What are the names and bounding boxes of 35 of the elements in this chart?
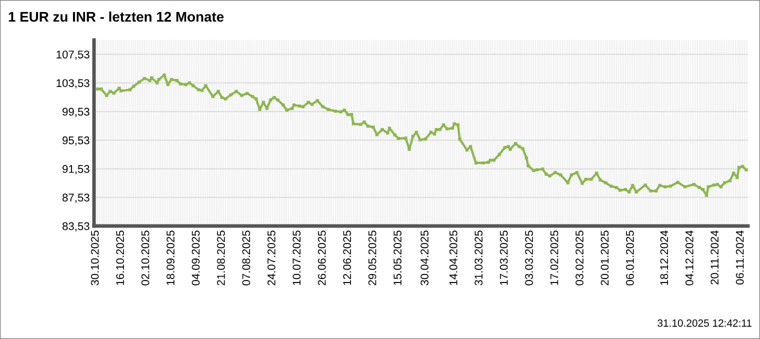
x-tick-label: 21.08.2025 <box>217 230 225 286</box>
y-tick-label: 103,53 <box>56 79 90 88</box>
x-tick-label: 17.03.2025 <box>500 230 508 285</box>
x-tick-label: 02.10.2025 <box>141 230 150 286</box>
x-tick-label: 24.07.2025 <box>267 230 276 286</box>
x-tick-label: 06.11.2024 <box>736 230 744 285</box>
y-tick-label: 83,53 <box>62 222 90 232</box>
x-tick-label: 26.06.2025 <box>318 230 326 286</box>
y-tick-label: 87,53 <box>62 194 90 203</box>
x-tick-label: 04.09.2025 <box>192 230 200 286</box>
y-tick-label: 95,53 <box>62 136 90 146</box>
y-tick-label: 99,53 <box>62 108 90 117</box>
x-tick-label: 29.05.2025 <box>368 230 376 286</box>
x-tick-label: 07.08.2025 <box>242 230 250 286</box>
y-tick-label: 107,53 <box>56 50 90 60</box>
x-tick-label: 14.04.2025 <box>449 230 458 285</box>
x-tick-label: 18.09.2025 <box>166 230 174 285</box>
chart-title: 1 EUR zu INR - letzten 12 Monate <box>8 12 224 22</box>
x-tick-label: 31.03.2025 <box>474 230 483 286</box>
x-tick-label: 10.07.2025 <box>292 230 301 285</box>
x-tick-label: 03.03.2025 <box>525 230 533 286</box>
x-tick-label: 30.10.2025 <box>90 230 99 286</box>
y-tick-label: 91,53 <box>62 165 90 174</box>
x-tick-label: 17.02.2025 <box>550 230 558 285</box>
x-tick-label: 06.01.2025 <box>626 230 634 286</box>
text: 31.10.2025 12:42:11 <box>658 319 752 327</box>
x-tick-label: 15.05.2025 <box>394 230 402 285</box>
x-tick-label: 03.02.2025 <box>576 230 584 286</box>
x-tick-label: 30.04.2025 <box>420 230 428 286</box>
x-tick-label: 18.12.2024 <box>660 230 668 285</box>
x-tick-label: 04.12.2024 <box>685 230 694 286</box>
x-tick-label: 12.06.2025 <box>343 230 352 285</box>
x-tick-label: 16.10.2025 <box>116 230 124 285</box>
x-tick-label: 20.11.2024 <box>710 230 719 284</box>
x-tick-label: 20.01.2025 <box>600 230 609 286</box>
